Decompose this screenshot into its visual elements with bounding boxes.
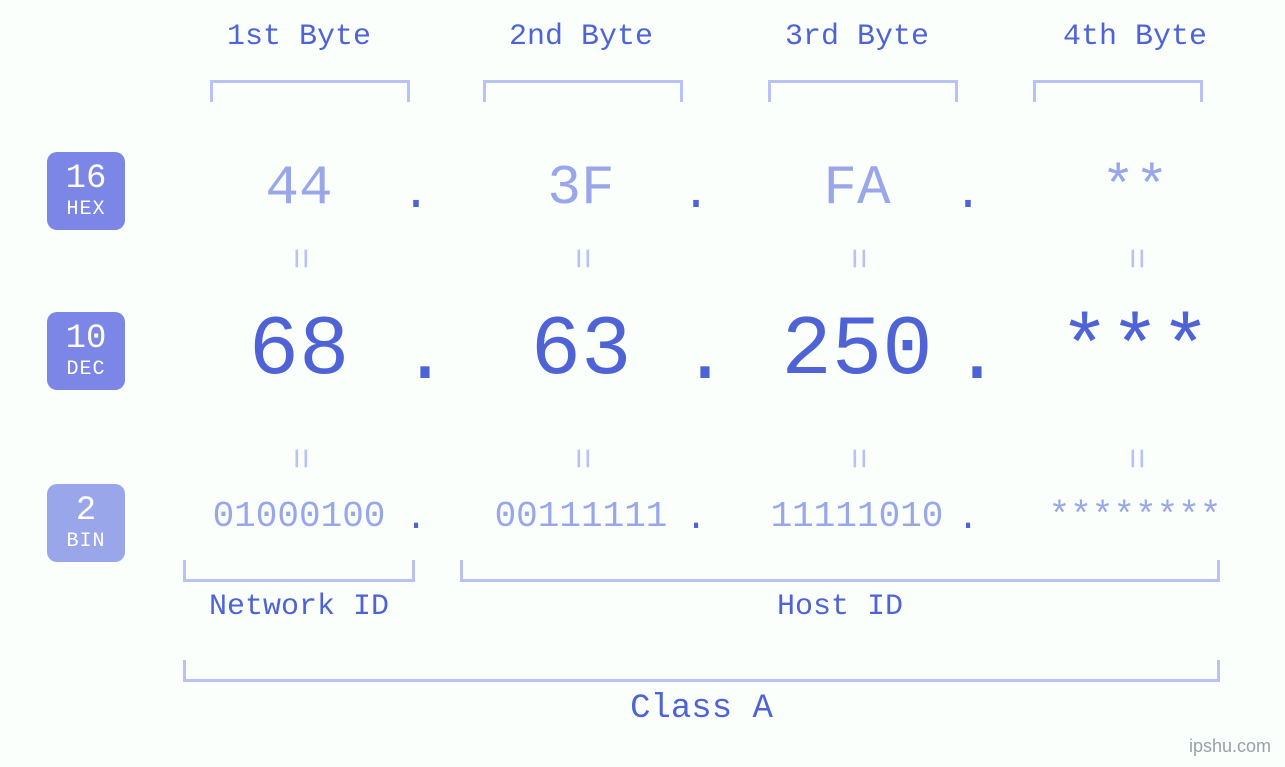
host-id-bracket [460,560,1220,582]
hex-4: ** [1010,156,1260,220]
top-bracket-4 [1033,80,1203,102]
dec-dot-2: . [681,312,711,403]
dec-dot-1: . [401,312,431,403]
bin-3: 11111010 [732,496,982,537]
ip-diagram: { "colors": { "primary": "#4f63d6", "pri… [0,0,1285,767]
watermark: ipshu.com [1189,736,1271,757]
badge-hex-num: 16 [66,162,107,198]
class-bracket [183,660,1220,682]
badge-bin-txt: BIN [66,531,105,552]
badge-bin-num: 2 [76,494,96,530]
bin-dot-1: . [401,498,431,539]
hex-1: 44 [174,156,424,220]
bin-4: ******** [1010,496,1260,537]
eq-d1: = [279,439,320,479]
eq-d2: = [561,439,602,479]
dec-1: 68 [174,304,424,399]
eq-h3: = [837,239,878,279]
byte-label-4: 4th Byte [1035,20,1235,54]
eq-h2: = [561,239,602,279]
badge-dec: 10 DEC [47,312,125,390]
bin-2: 00111111 [456,496,706,537]
byte-label-1: 1st Byte [199,20,399,54]
network-id-label: Network ID [183,590,415,624]
eq-d4: = [1115,439,1156,479]
hex-dot-1: . [401,168,431,222]
dec-dot-3: . [953,312,983,403]
dec-4: *** [1010,304,1260,399]
top-bracket-2 [483,80,683,102]
hex-3: FA [732,156,982,220]
dec-3: 250 [732,304,982,399]
class-label: Class A [183,690,1220,728]
badge-dec-num: 10 [66,322,107,358]
badge-hex: 16 HEX [47,152,125,230]
badge-dec-txt: DEC [66,359,105,380]
badge-hex-txt: HEX [66,199,105,220]
dec-2: 63 [456,304,706,399]
bin-dot-2: . [681,498,711,539]
hex-dot-3: . [953,168,983,222]
eq-h4: = [1115,239,1156,279]
hex-2: 3F [456,156,706,220]
badge-bin: 2 BIN [47,484,125,562]
top-bracket-1 [210,80,410,102]
eq-d3: = [837,439,878,479]
byte-label-3: 3rd Byte [757,20,957,54]
bin-1: 01000100 [174,496,424,537]
bin-dot-3: . [953,498,983,539]
eq-h1: = [279,239,320,279]
hex-dot-2: . [681,168,711,222]
network-id-bracket [183,560,415,582]
host-id-label: Host ID [460,590,1220,624]
byte-label-2: 2nd Byte [481,20,681,54]
top-bracket-3 [768,80,958,102]
